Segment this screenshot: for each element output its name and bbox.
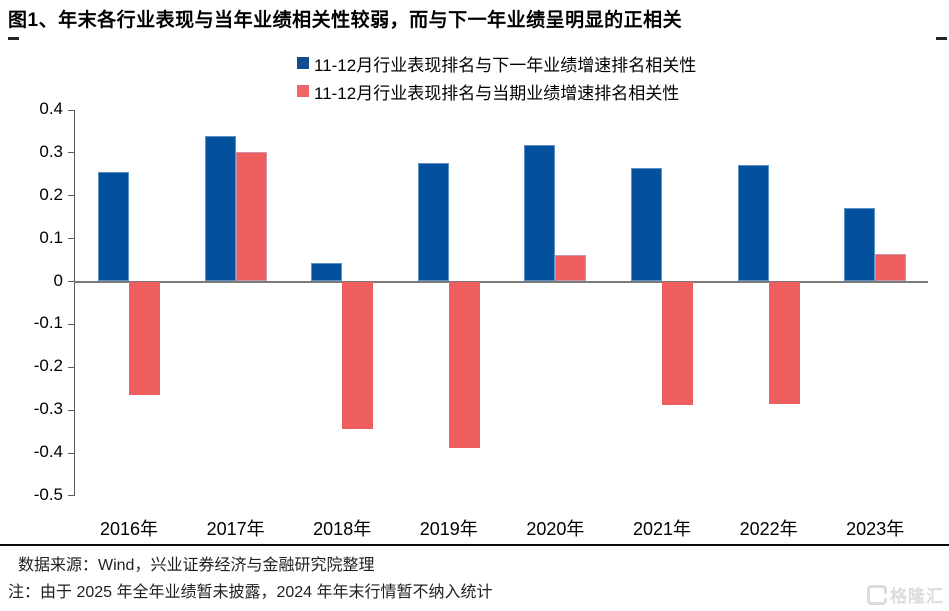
- y-axis-tick-label: 0.1: [39, 227, 63, 247]
- legend-swatch-red-icon: [297, 85, 309, 97]
- bar-blue-2016年: [98, 172, 129, 282]
- bar-red-2021年: [662, 281, 693, 405]
- bar-blue-2023年: [844, 207, 876, 282]
- bar-blue-2020年: [524, 145, 556, 282]
- x-axis-label-2021年: 2021年: [632, 519, 692, 539]
- x-axis-label-2022年: 2022年: [739, 519, 798, 539]
- bar-blue-2019年: [417, 162, 449, 282]
- x-axis-label-2018年: 2018年: [313, 519, 372, 539]
- legend-label-next-year: 11-12月行业表现排名与下一年业绩增速排名相关性: [314, 55, 697, 75]
- y-axis-tick-label: -0.1: [33, 313, 63, 333]
- x-axis-label-2020年: 2020年: [526, 519, 585, 539]
- legend-item-current-period: 11-12月行业表现排名与当期业绩增速排名相关性: [297, 80, 696, 103]
- bar-red-2016年: [129, 281, 160, 396]
- y-axis-tick: [68, 109, 74, 111]
- y-axis-tick: [68, 323, 74, 325]
- y-axis-tick: [68, 238, 74, 240]
- y-axis-tick-label: -0.4: [33, 442, 63, 461]
- chart-legend: 11-12月行业表现排名与下一年业绩增速排名相关性 11-12月行业表现排名与当…: [297, 52, 697, 103]
- bar-red-2019年: [448, 281, 480, 448]
- y-axis-tick-label: -0.2: [33, 356, 63, 376]
- x-axis-label-2023年: 2023年: [846, 519, 905, 539]
- legend-item-next-year: 11-12月行业表现排名与下一年业绩增速排名相关性: [297, 52, 697, 75]
- y-axis-tick: [68, 495, 74, 497]
- bar-blue-2018年: [311, 262, 343, 282]
- x-axis-label-2017年: 2017年: [206, 519, 265, 539]
- bar-red-2020年: [555, 255, 587, 282]
- bar-red-2017年: [235, 151, 267, 282]
- chart-title: 图1、年末各行业表现与当年业绩相关性较弱，而与下一年业绩呈明显的正相关: [8, 10, 683, 31]
- y-axis-tick-label: 0: [53, 270, 63, 290]
- y-axis-tick-label: -0.3: [33, 399, 63, 419]
- y-axis-tick: [68, 195, 74, 197]
- y-axis-tick-label: 0.4: [39, 99, 63, 118]
- watermark-text: 格隆汇: [890, 587, 944, 606]
- bar-red-2022年: [768, 281, 800, 404]
- data-source-note: 数据来源：Wind，兴业证券经济与金融研究院整理: [18, 557, 375, 574]
- title-dash-right-decoration: [936, 37, 947, 40]
- footer-separator-line: [0, 544, 949, 546]
- bar-blue-2022年: [737, 164, 769, 282]
- gelonghui-logo-icon: [867, 584, 887, 605]
- bar-blue-2017年: [204, 135, 236, 282]
- y-axis-tick: [68, 152, 74, 154]
- bar-red-2023年: [875, 253, 907, 282]
- title-dash-left-decoration: [8, 37, 19, 40]
- bar-red-2018年: [342, 281, 374, 429]
- legend-label-current-period: 11-12月行业表现排名与当期业绩增速排名相关性: [314, 83, 680, 103]
- bar-blue-2021年: [631, 167, 662, 282]
- x-axis-label-2019年: 2019年: [419, 519, 478, 539]
- y-axis-tick: [68, 281, 74, 282]
- footnote: 注：由于 2025 年全年业绩暂未披露，2024 年年末行情暂不纳入统计: [8, 584, 493, 601]
- y-axis-tick-label: 0.3: [39, 141, 63, 161]
- gelonghui-watermark: 格隆汇: [867, 582, 944, 607]
- y-axis-tick: [68, 366, 74, 368]
- legend-swatch-blue-icon: [297, 57, 309, 69]
- y-axis-tick: [68, 452, 74, 454]
- zero-baseline: [74, 280, 928, 283]
- y-axis-line: [73, 110, 75, 496]
- y-axis-tick-label: 0.2: [39, 184, 63, 204]
- y-axis-tick-label: -0.5: [33, 484, 63, 504]
- y-axis-tick: [68, 409, 74, 411]
- x-axis-label-2016年: 2016年: [99, 519, 159, 539]
